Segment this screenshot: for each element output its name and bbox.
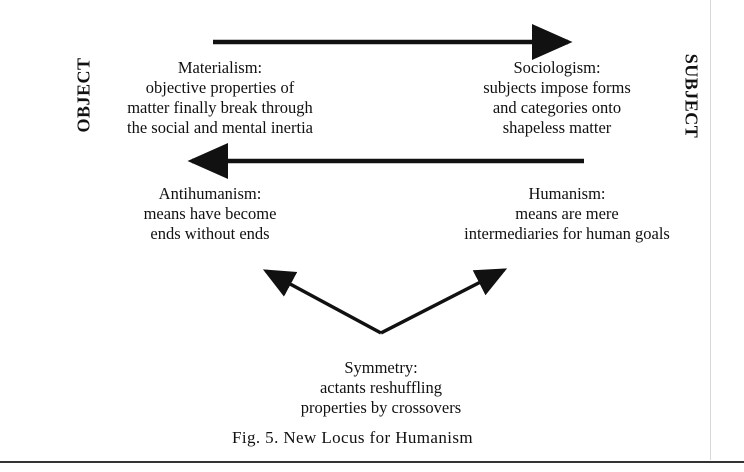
bottom-border-line	[0, 461, 744, 463]
antihumanism-line-1: means have become	[143, 204, 277, 223]
humanism-line-1: means are mere	[515, 204, 619, 223]
symmetry-line-1: actants reshuffling	[319, 378, 443, 397]
sociologism-line-1: subjects impose forms	[483, 78, 631, 97]
materialism-line-3: the social and mental inertia	[126, 118, 313, 137]
sociologism-block: Sociologism: subjects impose forms and c…	[462, 58, 652, 138]
symmetry-title: Symmetry:	[344, 358, 418, 377]
humanism-block: Humanism: means are mere intermediaries …	[437, 184, 697, 244]
antihumanism-title: Antihumanism:	[158, 184, 262, 203]
subject-label: SUBJECT	[681, 53, 702, 139]
humanism-line-2: intermediaries for human goals	[464, 224, 670, 243]
antihumanism-block: Antihumanism: means have become ends wit…	[125, 184, 295, 244]
right-diagonal-arrow	[380, 268, 508, 335]
object-label: OBJECT	[73, 57, 94, 133]
materialism-block: Materialism: objective properties of mat…	[105, 58, 335, 138]
materialism-line-1: objective properties of	[145, 78, 295, 97]
materialism-title: Materialism:	[177, 58, 263, 77]
sociologism-line-3: shapeless matter	[502, 118, 612, 137]
materialism-line-2: matter finally break through	[127, 98, 313, 117]
right-border-line	[710, 0, 711, 460]
symmetry-block: Symmetry: actants reshuffling properties…	[281, 358, 481, 418]
symmetry-line-2: properties by crossovers	[300, 398, 462, 417]
figure-caption: Fig. 5. New Locus for Humanism	[232, 428, 474, 447]
sociologism-title: Sociologism:	[513, 58, 601, 77]
left-diagonal-arrow	[262, 269, 382, 335]
sociologism-line-2: and categories onto	[492, 98, 622, 117]
humanism-title: Humanism:	[528, 184, 606, 203]
antihumanism-line-2: ends without ends	[150, 224, 270, 243]
